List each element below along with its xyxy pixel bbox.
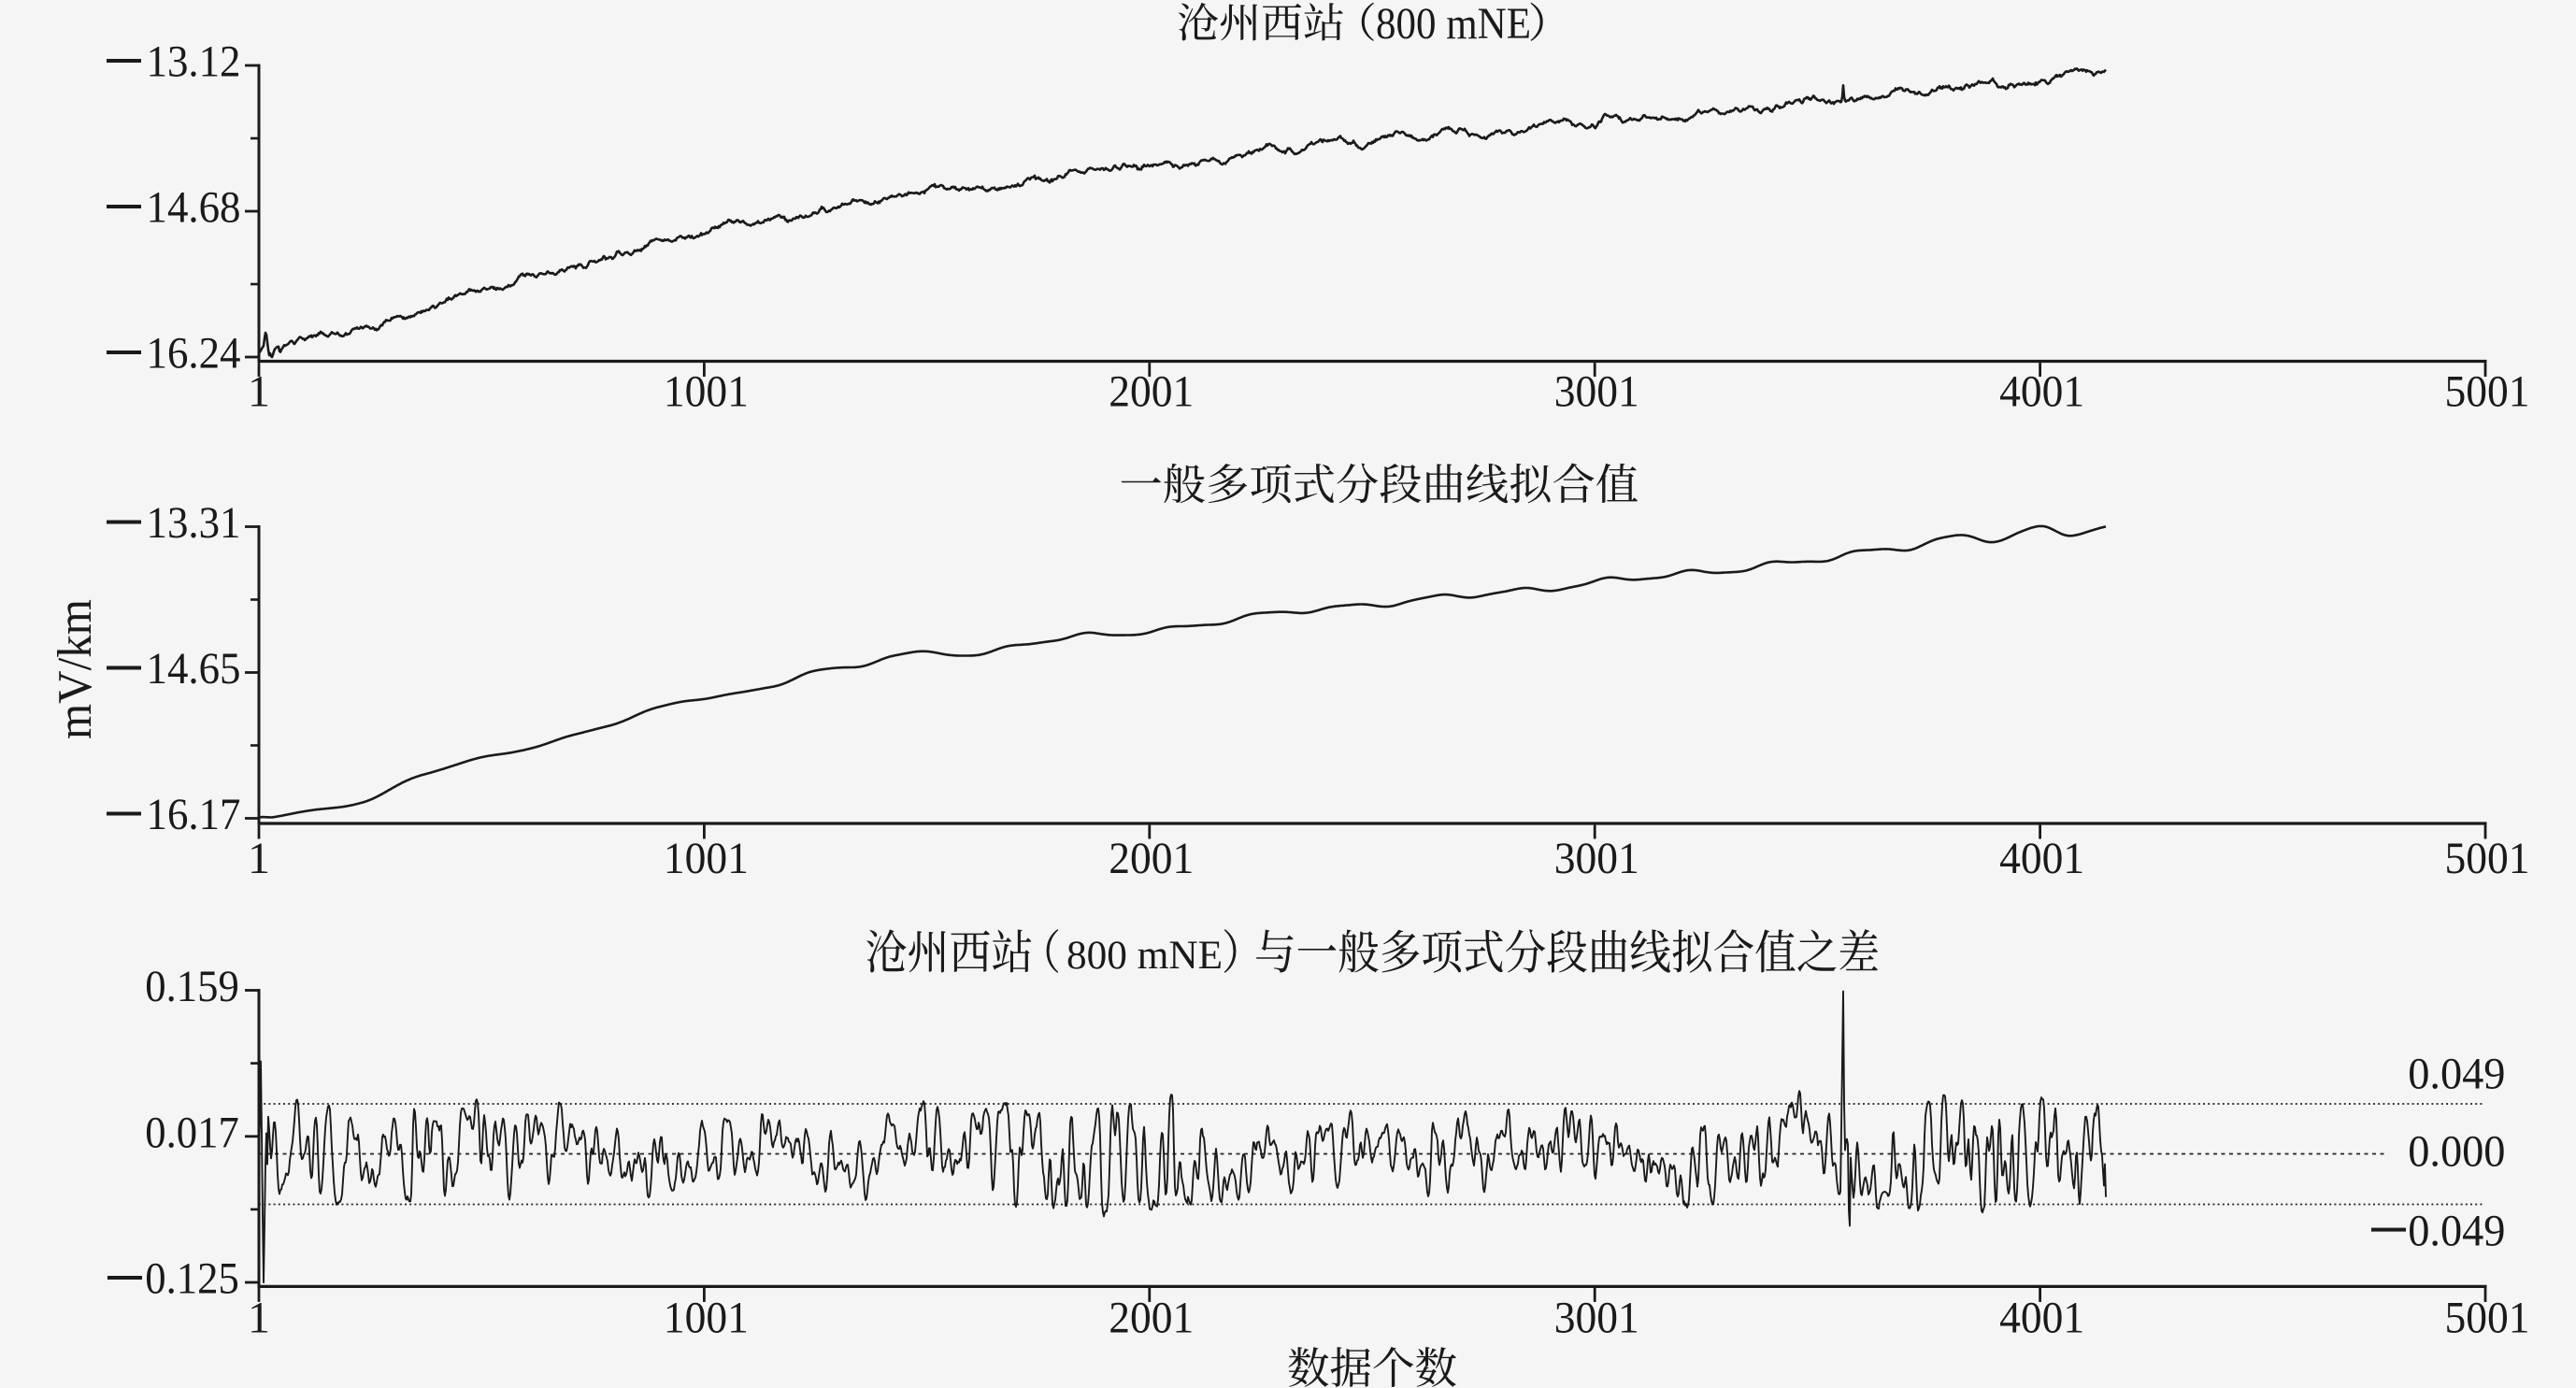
svg-text:1001: 1001 (664, 834, 749, 883)
svg-text:4001: 4001 (1999, 367, 2084, 417)
svg-text:5001: 5001 (2445, 1294, 2530, 1343)
svg-text:2001: 2001 (1109, 1294, 1194, 1343)
svg-text:5001: 5001 (2445, 834, 2530, 883)
svg-text:3001: 3001 (1554, 834, 1639, 883)
svg-text:16.24: 16.24 (147, 329, 241, 379)
svg-text:mV/km: mV/km (49, 599, 102, 739)
svg-text:0.125: 0.125 (145, 1254, 239, 1304)
svg-text:0.159: 0.159 (145, 962, 239, 1011)
svg-text:0.049: 0.049 (2408, 1050, 2505, 1099)
svg-text:0.000: 0.000 (2408, 1126, 2505, 1176)
svg-text:2001: 2001 (1109, 367, 1194, 417)
svg-text:4001: 4001 (1999, 1294, 2084, 1343)
svg-text:5001: 5001 (2445, 367, 2530, 417)
svg-text:1: 1 (248, 367, 270, 417)
svg-text:16.17: 16.17 (147, 790, 241, 839)
svg-text:2001: 2001 (1109, 834, 1194, 883)
svg-text:1001: 1001 (664, 1294, 749, 1343)
svg-text:1: 1 (248, 1294, 270, 1343)
svg-text:13.31: 13.31 (147, 498, 241, 548)
svg-text:3001: 3001 (1554, 1294, 1639, 1343)
svg-text:1: 1 (248, 834, 270, 883)
svg-text:13.12: 13.12 (147, 37, 241, 87)
svg-text:3001: 3001 (1554, 367, 1639, 417)
svg-text:14.65: 14.65 (147, 644, 241, 694)
svg-text:800 mNE: 800 mNE (1066, 934, 1223, 978)
svg-text:4001: 4001 (1999, 834, 2084, 883)
svg-text:800 mNE: 800 mNE (1376, 0, 1531, 49)
svg-text:0.017: 0.017 (145, 1108, 239, 1157)
svg-text:14.68: 14.68 (147, 183, 241, 233)
svg-text:1001: 1001 (664, 367, 749, 417)
svg-text:0.049: 0.049 (2408, 1207, 2505, 1256)
